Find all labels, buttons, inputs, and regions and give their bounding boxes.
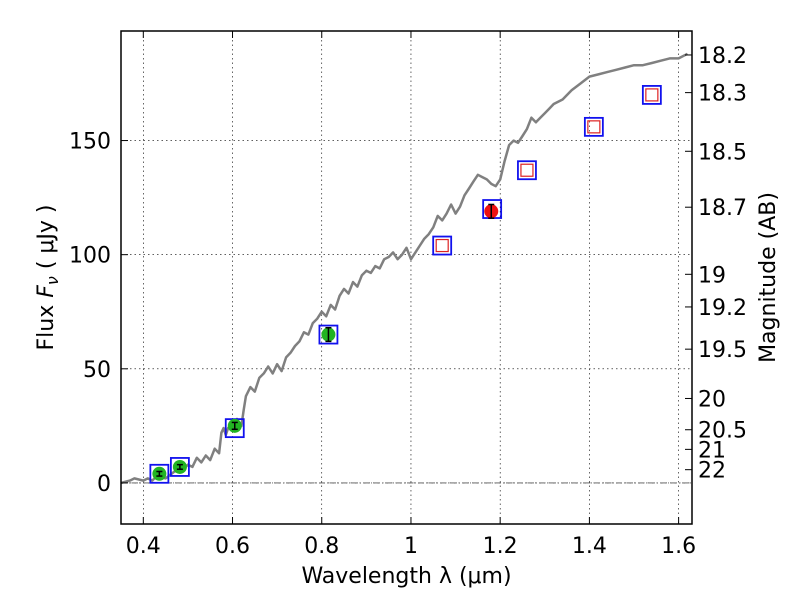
y-axis-title-prefix: Flux <box>34 298 59 351</box>
optical-data-point <box>152 466 167 481</box>
predicted-photometry-marker <box>641 85 662 105</box>
x-tick-label: 1.4 <box>572 534 607 559</box>
magnitude-tick-label: 21 <box>698 438 726 463</box>
y-tick-label: 50 <box>83 358 111 383</box>
predicted-photometry-marker <box>583 116 604 137</box>
x-tick-label: 1.6 <box>661 534 696 559</box>
x-axis-title: Wavelength λ (μm) <box>301 564 511 589</box>
magnitude-tick-label: 18.2 <box>698 44 747 69</box>
model-photometry-square <box>318 324 339 345</box>
predicted-photometry-inner-square <box>587 120 601 134</box>
predicted-photometry-inner-square <box>435 238 449 253</box>
magnitude-tick-label: 19.5 <box>698 338 747 363</box>
y-tick-label: 150 <box>69 130 111 155</box>
optical-data-point <box>227 418 242 433</box>
magnitude-tick-label: 19 <box>698 263 726 288</box>
optical-data-point <box>172 459 187 474</box>
predicted-photometry-outer-square <box>641 85 662 105</box>
x-tick-label: 0.6 <box>215 534 250 559</box>
x-tick-label: 0.4 <box>126 534 161 559</box>
predicted-photometry-marker <box>517 160 537 181</box>
magnitude-tick-label: 18.7 <box>698 196 747 221</box>
predicted-photometry-inner-square <box>645 88 659 102</box>
predicted-photometry-outer-square <box>583 116 604 137</box>
magnitude-tick-label: 20 <box>698 387 726 412</box>
model-photometry-square <box>169 457 190 477</box>
magnitude-tick-label: 20.5 <box>698 419 747 444</box>
y-tick-label: 0 <box>97 472 111 497</box>
model-photometry-square <box>149 463 170 484</box>
y-axis-title-symbol: F <box>34 285 59 298</box>
x-tick-label: 0.8 <box>304 534 339 559</box>
spectrum-layer <box>121 52 689 485</box>
optical-data-point <box>321 326 336 343</box>
y-axis: 0 50 100 150 <box>69 130 128 497</box>
y-axis-title: Flux Fν ( μJy ) <box>34 205 62 351</box>
y-tick-label: 100 <box>69 244 111 269</box>
x-tick-label: 1.2 <box>483 534 518 559</box>
predicted-photometry-inner-square <box>520 163 534 177</box>
right-axis-title: Magnitude (AB) <box>756 192 781 363</box>
nir-data-point <box>484 203 499 219</box>
predicted-photometry-outer-square <box>432 235 453 256</box>
magnitude-tick-label: 19.2 <box>698 296 747 321</box>
spectrum-line <box>121 52 689 485</box>
y-axis-title-subscript: ν <box>43 276 62 285</box>
magnitude-tick-label: 18.3 <box>698 82 747 107</box>
points-layer <box>149 85 662 484</box>
plot-frame <box>120 30 693 525</box>
x-axis: 0.4 0.6 0.8 1 1.2 1.4 1.6 <box>126 31 696 559</box>
predicted-photometry-outer-square <box>517 160 537 181</box>
grid <box>121 31 692 524</box>
x-tick-label: 1 <box>404 534 418 559</box>
magnitude-tick-label: 18.5 <box>698 140 747 165</box>
magnitude-tick-label: 22 <box>698 459 726 484</box>
predicted-photometry-marker <box>432 235 453 256</box>
y-axis-title-suffix: ( μJy ) <box>34 205 59 277</box>
